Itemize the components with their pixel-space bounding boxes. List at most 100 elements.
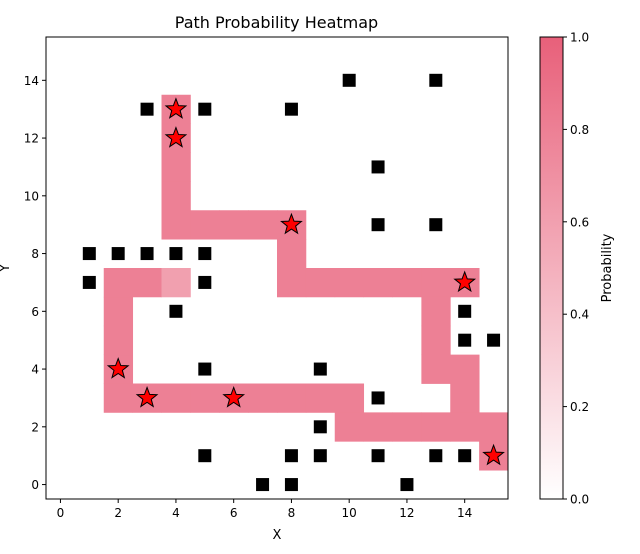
obstacle-marker (429, 449, 443, 463)
x-axis-ticks: 0 2 4 6 8 10 12 14 (57, 499, 472, 520)
heatmap-cell (305, 383, 336, 413)
obstacle-marker (140, 102, 154, 116)
colorbar-label: Probability (600, 233, 615, 302)
y-tick-label: 6 (31, 305, 39, 319)
obstacle-marker (111, 247, 125, 261)
plot-frame (45, 36, 509, 500)
heatmap-cell (421, 412, 451, 442)
path-cells (103, 94, 509, 471)
waypoint-markers (106, 97, 505, 466)
obstacle-marker (313, 449, 327, 463)
x-tick-label: 10 (342, 506, 357, 520)
heatmap-cell (421, 268, 451, 298)
y-tick-label: 10 (24, 189, 39, 203)
heatmap-cell (277, 239, 307, 269)
heatmap-cell (277, 383, 307, 413)
obstacle-marker (371, 218, 385, 232)
obstacle-marker (198, 275, 212, 289)
obstacle-marker (371, 449, 385, 463)
colorbar-tick-label: 0.8 (570, 123, 589, 137)
colorbar-tick-label: 1.0 (570, 31, 589, 45)
x-axis-label: X (273, 528, 282, 543)
waypoint-star (164, 126, 188, 148)
waypoint-star (106, 357, 130, 379)
heatmap-cell (161, 268, 191, 298)
waypoint-star (222, 386, 246, 408)
heatmap-cell (190, 210, 220, 240)
heatmap-cell (103, 383, 134, 413)
heatmap-cell (248, 210, 278, 240)
x-tick-label: 0 (57, 506, 65, 520)
y-axis-label: Y (0, 264, 13, 273)
x-tick-label: 12 (399, 506, 414, 520)
heatmap-cell (103, 325, 134, 356)
heatmap-cell (161, 210, 191, 240)
heatmap-cell (248, 383, 278, 413)
x-tick-label: 8 (288, 506, 296, 520)
obstacle-marker (429, 218, 443, 232)
y-tick-label: 14 (24, 74, 39, 88)
colorbar (539, 36, 564, 500)
waypoint-star (164, 97, 188, 119)
obstacle-marker (169, 247, 183, 261)
heatmap-cell (334, 412, 365, 442)
obstacle-marker (458, 333, 472, 347)
heatmap-cell (392, 268, 422, 298)
colorbar-ticks: 0.0 0.2 0.4 0.6 0.8 1.0 (563, 31, 589, 507)
obstacle-marker (429, 73, 443, 87)
heatmap-cell (334, 268, 365, 298)
obstacle-marker (284, 478, 298, 492)
heatmap-cell (450, 412, 480, 442)
heatmap-cell (334, 383, 365, 413)
obstacle-marker (400, 478, 414, 492)
heatmap-cell (219, 210, 249, 240)
obstacle-markers (82, 73, 501, 492)
obstacle-marker (371, 391, 385, 405)
obstacle-marker (371, 160, 385, 174)
obstacle-marker (198, 449, 212, 463)
heatmap-cell (363, 412, 393, 442)
obstacle-marker (140, 247, 154, 261)
obstacle-marker (198, 362, 212, 376)
heatmap-cell (421, 354, 451, 384)
heatmap-cell (450, 383, 480, 413)
waypoint-star (135, 386, 159, 408)
obstacle-marker (82, 247, 96, 261)
heatmap-cell (479, 412, 509, 442)
heatmap-cell (392, 412, 422, 442)
heatmap-cell (190, 383, 220, 413)
colorbar-tick-label: 0.2 (570, 400, 589, 414)
obstacle-marker (458, 304, 472, 318)
waypoint-star (482, 443, 505, 466)
heatmap-cell (161, 152, 191, 182)
obstacle-marker (256, 478, 270, 492)
heatmap-cell (363, 268, 393, 298)
obstacle-marker (487, 333, 501, 347)
colorbar-tick-label: 0.4 (570, 308, 589, 322)
y-tick-label: 8 (31, 247, 39, 261)
heatmap-cell (305, 268, 336, 298)
y-tick-label: 0 (31, 478, 39, 492)
y-tick-label: 12 (24, 132, 39, 146)
x-tick-label: 6 (230, 506, 238, 520)
obstacle-marker (284, 102, 298, 116)
chart-title: Path Probability Heatmap (175, 13, 378, 32)
obstacle-marker (342, 73, 356, 87)
obstacle-marker (169, 304, 183, 318)
obstacle-marker (313, 362, 327, 376)
obstacle-marker (284, 449, 298, 463)
heatmap-cell (161, 181, 191, 211)
obstacle-marker (458, 449, 472, 463)
y-tick-label: 4 (31, 363, 39, 377)
heatmap-cell (450, 354, 480, 384)
heatmap-cell (103, 296, 134, 327)
heatmap-cell (421, 296, 451, 327)
waypoint-star (453, 270, 477, 293)
colorbar-tick-label: 0.6 (570, 215, 589, 229)
obstacle-marker (198, 102, 212, 116)
heatmap-cell (277, 268, 307, 298)
x-tick-label: 4 (172, 506, 180, 520)
heatmap-cell (161, 383, 191, 413)
waypoint-star (280, 212, 303, 235)
